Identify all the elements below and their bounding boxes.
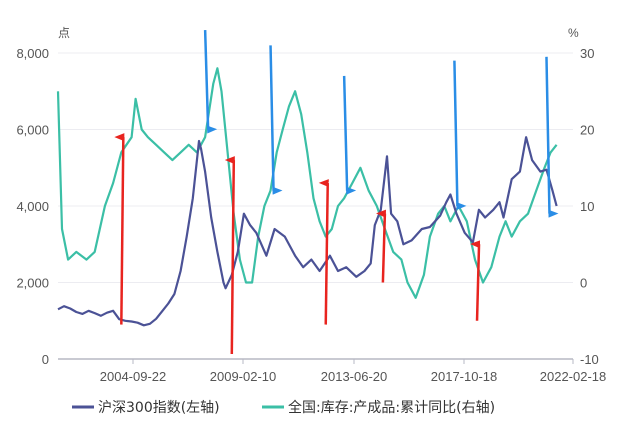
legend-item-index[interactable]: 沪深300指数(左轴) [72, 400, 220, 416]
legend-label-index: 沪深300指数(左轴) [98, 400, 220, 416]
red-up-arrow [375, 209, 387, 283]
y-left-tick-label: 0 [42, 352, 49, 367]
series-line-index [57, 136, 558, 327]
y-right-tick-label: 0 [580, 276, 587, 291]
y-left-tick-label: 4,000 [16, 199, 49, 214]
y-right-tick-label: 30 [580, 46, 594, 61]
annotation-arrows [114, 30, 559, 355]
red-up-arrow [114, 133, 125, 325]
x-axis: 2004-09-22 2009-02-10 2013-06-20 2017-10-18… [100, 359, 607, 384]
legend-item-inventory[interactable]: 全国:库存:产成品:累计同比(右轴) [262, 399, 495, 416]
blue-down-arrow [342, 75, 357, 195]
y-left-tick-label: 2,000 [16, 276, 49, 291]
grid-lines [58, 52, 573, 283]
blue-down-arrow [545, 56, 559, 218]
series-layer [56, 67, 558, 327]
y-axis-right-unit: % [568, 26, 579, 40]
y-right-tick-label: 10 [580, 199, 594, 214]
x-tick-label: 2004-09-22 [100, 369, 167, 384]
y-left-tick-label: 6,000 [16, 123, 49, 138]
red-up-arrow [470, 240, 481, 321]
y-left-tick-label: 8,000 [16, 46, 49, 61]
y-axis-left: 0 2,000 4,000 6,000 8,000 [16, 46, 49, 367]
legend: 沪深300指数(左轴) 全国:库存:产成品:累计同比(右轴) [72, 399, 495, 416]
x-tick-label: 2013-06-20 [321, 369, 388, 384]
y-right-tick-label: 20 [580, 123, 594, 138]
blue-down-arrow [269, 45, 283, 195]
x-tick-label: 2022-02-18 [540, 369, 607, 384]
blue-down-arrow [453, 60, 467, 211]
series-line-inventory [56, 67, 558, 299]
x-tick-label: 2017-10-18 [431, 369, 498, 384]
y-axis-right: -10 0 10 20 30 [580, 46, 599, 367]
y-right-tick-label: -10 [580, 352, 599, 367]
blue-down-arrow [203, 30, 218, 134]
y-axis-left-unit: 点 [58, 26, 70, 40]
x-tick-label: 2009-02-10 [210, 369, 277, 384]
legend-label-inventory: 全国:库存:产成品:累计同比(右轴) [288, 399, 495, 416]
red-up-arrow [224, 156, 236, 355]
red-up-arrow [318, 179, 329, 325]
